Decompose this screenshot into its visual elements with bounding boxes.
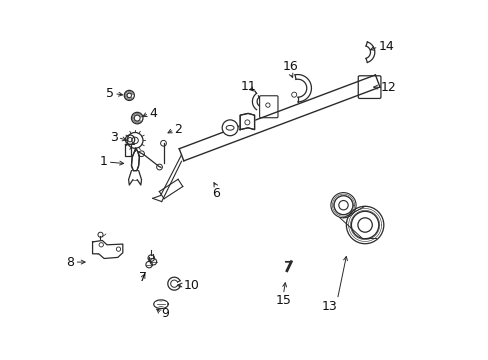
Text: 15: 15: [275, 294, 291, 307]
Text: 12: 12: [380, 81, 395, 94]
Text: 16: 16: [282, 60, 298, 73]
Text: 6: 6: [212, 187, 220, 200]
Polygon shape: [92, 240, 122, 258]
Polygon shape: [131, 148, 139, 171]
Text: 10: 10: [183, 279, 199, 292]
Text: 7: 7: [139, 271, 147, 284]
Text: 13: 13: [321, 300, 337, 312]
Polygon shape: [179, 75, 379, 161]
Text: 14: 14: [378, 40, 393, 53]
Text: 9: 9: [162, 307, 169, 320]
Text: 8: 8: [66, 256, 75, 269]
FancyBboxPatch shape: [358, 76, 380, 98]
Text: 2: 2: [174, 123, 182, 136]
Text: 3: 3: [110, 131, 118, 144]
Text: 5: 5: [106, 87, 114, 100]
Polygon shape: [240, 113, 254, 130]
Text: 4: 4: [149, 107, 157, 120]
Text: 11: 11: [241, 80, 256, 93]
Polygon shape: [159, 179, 183, 199]
Circle shape: [222, 120, 238, 136]
Text: 1: 1: [100, 156, 107, 168]
